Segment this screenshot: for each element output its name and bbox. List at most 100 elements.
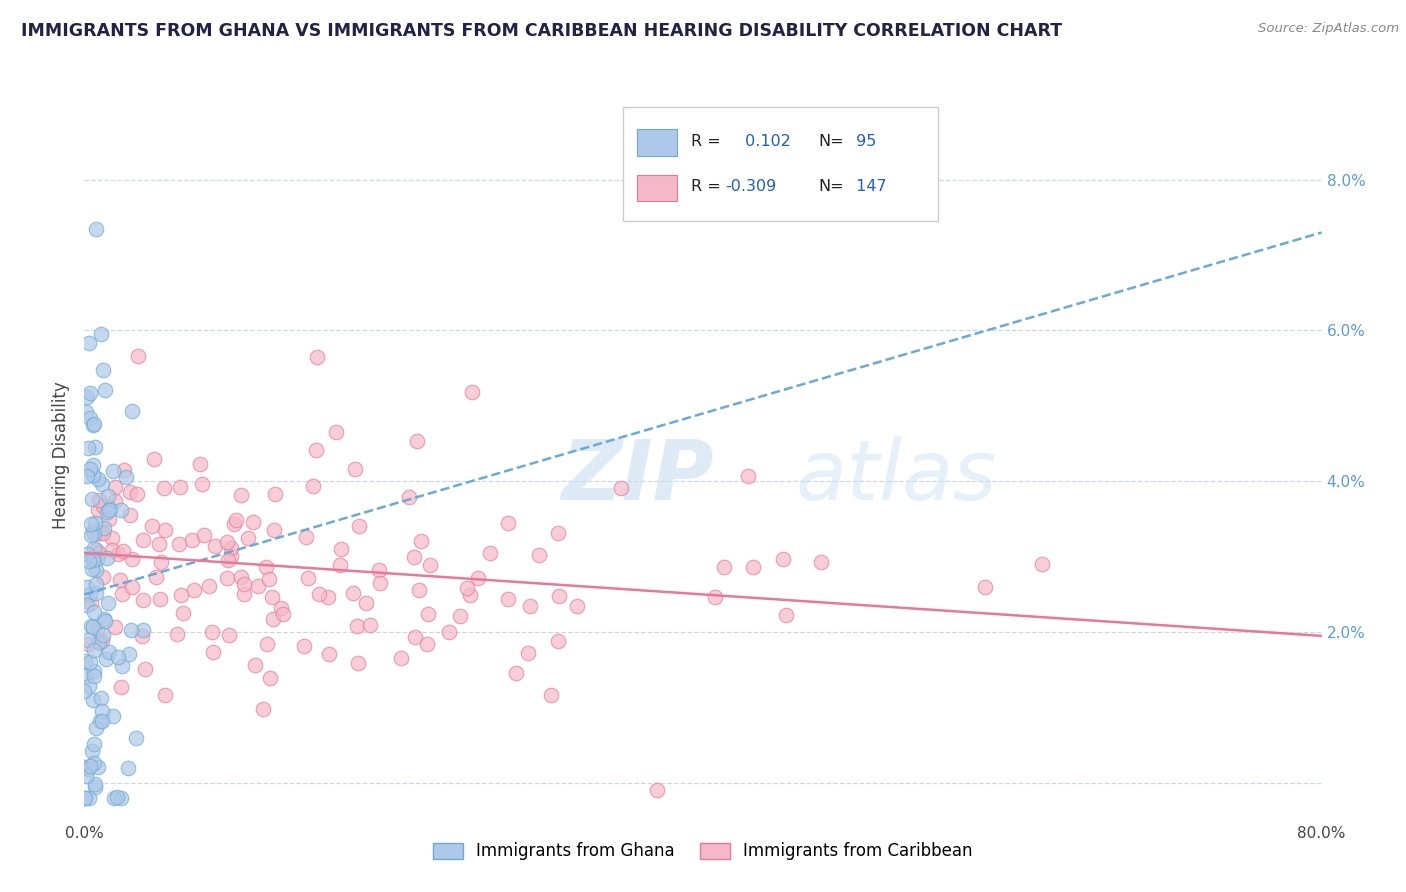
Point [86, 472, 108, 486]
Point [83, 526, 105, 541]
Point [107, 547, 129, 561]
Point [505, 666, 527, 681]
Point [77, 791, 100, 805]
Point [354, 596, 377, 610]
Point [347, 657, 370, 671]
Point [75, 791, 97, 805]
Point [76, 598, 98, 612]
Point [80, 596, 103, 610]
Point [172, 606, 194, 620]
Point [76, 547, 98, 561]
Point [498, 516, 520, 530]
Y-axis label: Hearing Disability: Hearing Disability [52, 381, 70, 529]
Point [93, 612, 115, 626]
Point [437, 624, 460, 639]
Point [304, 442, 326, 457]
Point [201, 625, 224, 640]
Point [111, 586, 134, 600]
Point [90, 714, 112, 728]
Point [149, 555, 172, 569]
Point [131, 592, 153, 607]
Point [540, 689, 562, 703]
Point [217, 534, 239, 549]
Point [97, 489, 120, 503]
Point [479, 545, 502, 559]
Point [121, 552, 143, 566]
Point [83, 541, 105, 555]
Point [547, 634, 569, 648]
Point [90, 326, 112, 341]
Point [167, 537, 190, 551]
Point [73, 683, 96, 698]
Point [76, 469, 98, 483]
Point [416, 637, 439, 651]
Point [91, 477, 114, 491]
Point [84, 542, 107, 557]
Point [496, 591, 519, 606]
Point [368, 576, 391, 591]
Point [80, 744, 103, 758]
Point [121, 580, 143, 594]
FancyBboxPatch shape [623, 108, 938, 221]
Point [84, 440, 107, 454]
Point [565, 599, 588, 613]
Point [104, 479, 127, 493]
Point [359, 618, 381, 632]
Point [75, 668, 97, 682]
Point [87, 760, 110, 774]
Point [308, 587, 330, 601]
Point [449, 608, 471, 623]
Point [83, 605, 105, 619]
Point [103, 791, 125, 805]
Point [741, 559, 763, 574]
Point [105, 789, 128, 804]
Point [84, 780, 107, 794]
Point [347, 519, 370, 533]
Text: Source: ZipAtlas.com: Source: ZipAtlas.com [1258, 22, 1399, 36]
Point [343, 461, 366, 475]
Point [704, 590, 727, 604]
Point [82, 550, 104, 565]
Text: R =: R = [690, 179, 720, 194]
Point [98, 501, 121, 516]
Text: N=: N= [818, 134, 844, 149]
Point [84, 721, 107, 735]
Point [98, 503, 121, 517]
Point [79, 462, 101, 476]
Point [169, 479, 191, 493]
Point [713, 560, 735, 574]
Legend: Immigrants from Ghana, Immigrants from Caribbean: Immigrants from Ghana, Immigrants from C… [426, 836, 980, 867]
Point [232, 587, 254, 601]
Text: IMMIGRANTS FROM GHANA VS IMMIGRANTS FROM CARIBBEAN HEARING DISABILITY CORRELATIO: IMMIGRANTS FROM GHANA VS IMMIGRANTS FROM… [21, 22, 1062, 40]
Point [404, 630, 426, 644]
Point [145, 570, 167, 584]
Point [254, 559, 277, 574]
Point [79, 680, 101, 694]
Point [153, 524, 176, 538]
Point [82, 458, 104, 473]
Point [260, 590, 283, 604]
Point [89, 526, 111, 541]
Point [80, 491, 103, 506]
Point [79, 655, 101, 669]
Point [87, 492, 110, 507]
Point [83, 756, 105, 771]
Point [330, 541, 353, 556]
Point [83, 669, 105, 683]
Point [112, 463, 135, 477]
Point [229, 570, 252, 584]
Point [149, 591, 172, 606]
Point [76, 637, 98, 651]
Point [221, 549, 243, 564]
Point [180, 533, 202, 548]
Point [82, 524, 104, 538]
Point [97, 596, 120, 610]
Point [121, 404, 143, 418]
Point [125, 486, 148, 500]
Point [419, 558, 441, 573]
Point [73, 791, 96, 805]
Text: atlas: atlas [796, 436, 997, 517]
Point [737, 469, 759, 483]
Point [264, 487, 287, 501]
Point [77, 633, 100, 648]
